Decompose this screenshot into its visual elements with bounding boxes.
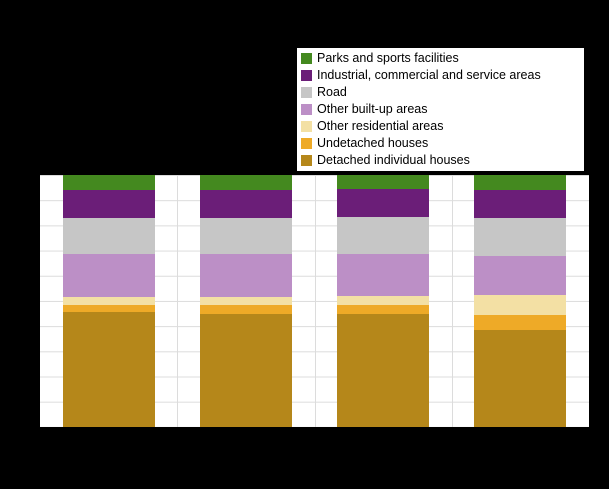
legend-swatch-icon (301, 87, 312, 98)
bar-segment (62, 254, 155, 298)
bar-segment (199, 175, 292, 191)
bar-segment (474, 217, 567, 256)
bar-segment (62, 190, 155, 218)
bar-segment (199, 254, 292, 298)
legend-swatch-icon (301, 121, 312, 132)
bar-segment (337, 216, 430, 255)
legend-item: Detached individual houses (301, 152, 580, 169)
bar-segment (337, 295, 430, 305)
legend-label: Other built-up areas (317, 102, 428, 116)
legend-label: Industrial, commercial and service areas (317, 68, 541, 82)
bar-segment (474, 314, 567, 330)
bar-segment (474, 255, 567, 295)
legend-label: Parks and sports facilities (317, 51, 459, 65)
bar-segment (62, 304, 155, 313)
legend-item: Parks and sports facilities (301, 50, 580, 67)
bar-segment (62, 217, 155, 255)
bar-segment (199, 313, 292, 427)
legend-item: Other built-up areas (301, 101, 580, 118)
legend-swatch-icon (301, 155, 312, 166)
bar-segment (199, 190, 292, 218)
legend-item: Undetached houses (301, 135, 580, 152)
bar-segment (337, 188, 430, 217)
legend-swatch-icon (301, 104, 312, 115)
plot-area (40, 175, 589, 427)
stacked-bar (199, 175, 292, 427)
legend-label: Road (317, 85, 347, 99)
legend-item: Road (301, 84, 580, 101)
bar-segment (337, 304, 430, 314)
bar-segment (62, 297, 155, 305)
vertical-gridline (314, 175, 316, 427)
legend-item: Industrial, commercial and service areas (301, 67, 580, 84)
legend-label: Other residential areas (317, 119, 444, 133)
bar-segment (474, 329, 567, 427)
legend-label: Undetached houses (317, 136, 429, 150)
legend-label: Detached individual houses (317, 153, 470, 167)
legend-list: Parks and sports facilities Industrial, c… (301, 50, 580, 169)
bar-segment (199, 217, 292, 255)
bar-segment (337, 175, 430, 189)
stacked-bar (62, 175, 155, 427)
stacked-bar (474, 175, 567, 427)
legend-item: Other residential areas (301, 118, 580, 135)
vertical-gridline (451, 175, 453, 427)
bars-area (40, 175, 589, 427)
legend-swatch-icon (301, 138, 312, 149)
bar-segment (199, 297, 292, 305)
legend-swatch-icon (301, 53, 312, 64)
bar-segment (474, 175, 567, 191)
bar-segment (199, 304, 292, 314)
bar-segment (62, 312, 155, 427)
bar-segment (337, 254, 430, 296)
bar-segment (337, 313, 430, 427)
vertical-gridline (177, 175, 179, 427)
bar-segment (474, 294, 567, 315)
chart-legend: Parks and sports facilities Industrial, c… (296, 47, 585, 172)
stacked-bar (337, 175, 430, 427)
bar-segment (474, 190, 567, 218)
bar-segment (62, 175, 155, 191)
legend-swatch-icon (301, 70, 312, 81)
